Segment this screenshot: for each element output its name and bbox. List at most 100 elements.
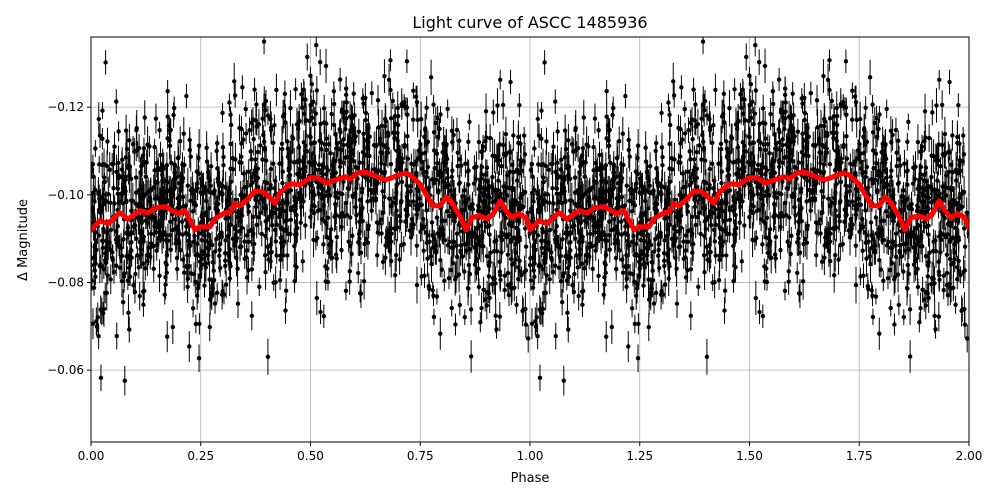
- data-point: [626, 138, 630, 142]
- data-point: [347, 240, 351, 244]
- data-point: [228, 276, 232, 280]
- data-point: [271, 161, 275, 165]
- data-point: [414, 94, 418, 98]
- data-point: [365, 199, 369, 203]
- data-point: [916, 140, 920, 144]
- data-point: [555, 129, 559, 133]
- data-point: [863, 106, 867, 110]
- data-point: [553, 263, 557, 267]
- data-point: [720, 169, 724, 173]
- data-point: [604, 334, 608, 338]
- data-point: [608, 247, 612, 251]
- data-point: [455, 255, 459, 259]
- data-point: [487, 274, 491, 278]
- data-point: [541, 180, 545, 184]
- data-point: [105, 139, 109, 143]
- data-point: [767, 151, 771, 155]
- data-point: [431, 102, 435, 106]
- data-point: [718, 207, 722, 211]
- data-point: [207, 277, 211, 281]
- data-point: [538, 376, 542, 380]
- data-point: [255, 124, 259, 128]
- data-point: [874, 215, 878, 219]
- data-point: [507, 293, 511, 297]
- data-point: [511, 133, 515, 137]
- data-point: [186, 183, 190, 187]
- data-point: [435, 215, 439, 219]
- data-point: [274, 253, 278, 257]
- data-point: [315, 296, 319, 300]
- data-point: [710, 280, 714, 284]
- data-point: [315, 88, 319, 92]
- data-point: [946, 293, 950, 297]
- data-point: [696, 285, 700, 289]
- data-point: [249, 157, 253, 161]
- data-point: [799, 206, 803, 210]
- data-point: [717, 225, 721, 229]
- data-point: [753, 43, 757, 47]
- data-point: [823, 119, 827, 123]
- data-point: [258, 143, 262, 147]
- data-point: [218, 248, 222, 252]
- data-point: [723, 289, 727, 293]
- data-point: [566, 327, 570, 331]
- data-point: [326, 280, 330, 284]
- data-point: [434, 178, 438, 182]
- data-point: [212, 278, 216, 282]
- data-point: [626, 242, 630, 246]
- data-point: [582, 266, 586, 270]
- data-point: [693, 223, 697, 227]
- data-point: [429, 75, 433, 79]
- data-point: [109, 228, 113, 232]
- data-point: [406, 156, 410, 160]
- data-point: [827, 58, 831, 62]
- data-point: [536, 117, 540, 121]
- data-point: [267, 187, 271, 191]
- data-point: [591, 145, 595, 149]
- data-point: [688, 121, 692, 125]
- data-point: [563, 155, 567, 159]
- data-point: [458, 157, 462, 161]
- data-point: [823, 150, 827, 154]
- data-point: [283, 308, 287, 312]
- data-point: [344, 289, 348, 293]
- data-point: [274, 239, 278, 243]
- data-point: [261, 133, 265, 137]
- data-point: [541, 267, 545, 271]
- data-point: [790, 91, 794, 95]
- data-point: [284, 289, 288, 293]
- data-point: [763, 64, 767, 68]
- data-point: [177, 181, 181, 185]
- data-point: [202, 233, 206, 237]
- data-point: [181, 195, 185, 199]
- data-point: [366, 179, 370, 183]
- data-point: [636, 143, 640, 147]
- data-point: [297, 119, 301, 123]
- data-point: [813, 143, 817, 147]
- data-point: [334, 146, 338, 150]
- data-point: [324, 64, 328, 68]
- data-point: [334, 252, 338, 256]
- data-point: [442, 279, 446, 283]
- data-point: [339, 248, 343, 252]
- data-point: [506, 271, 510, 275]
- data-point: [312, 122, 316, 126]
- data-point: [228, 113, 232, 117]
- data-point: [897, 157, 901, 161]
- data-point: [127, 138, 131, 142]
- data-point: [240, 85, 244, 89]
- data-point: [662, 216, 666, 220]
- data-point: [438, 332, 442, 336]
- data-point: [809, 91, 813, 95]
- data-point: [540, 246, 544, 250]
- data-point: [531, 286, 535, 290]
- data-point: [624, 285, 628, 289]
- data-point: [796, 130, 800, 134]
- data-point: [419, 274, 423, 278]
- data-point: [930, 110, 934, 114]
- data-point: [826, 78, 830, 82]
- data-point: [691, 242, 695, 246]
- data-point: [559, 279, 563, 283]
- data-point: [465, 241, 469, 245]
